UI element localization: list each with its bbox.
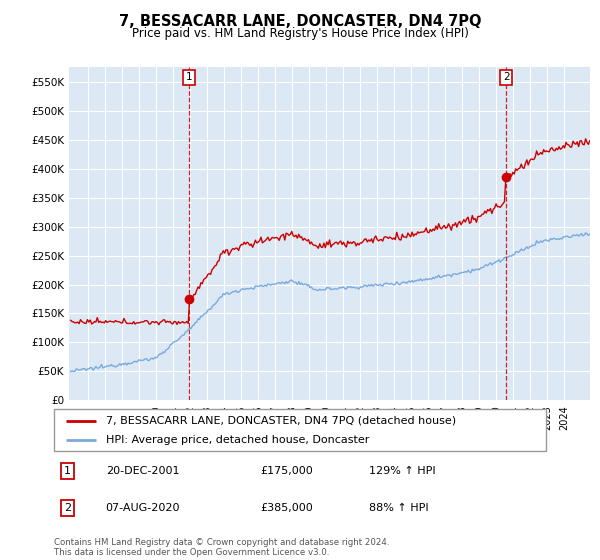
Text: 2: 2 <box>64 503 71 513</box>
Text: 1: 1 <box>186 72 193 82</box>
Text: £175,000: £175,000 <box>260 466 313 476</box>
Text: 7, BESSACARR LANE, DONCASTER, DN4 7PQ: 7, BESSACARR LANE, DONCASTER, DN4 7PQ <box>119 14 481 29</box>
Text: 2: 2 <box>503 72 509 82</box>
FancyBboxPatch shape <box>54 409 546 451</box>
Text: £385,000: £385,000 <box>260 503 313 513</box>
Text: 7, BESSACARR LANE, DONCASTER, DN4 7PQ (detached house): 7, BESSACARR LANE, DONCASTER, DN4 7PQ (d… <box>106 416 456 426</box>
Text: 07-AUG-2020: 07-AUG-2020 <box>106 503 180 513</box>
Text: Contains HM Land Registry data © Crown copyright and database right 2024.
This d: Contains HM Land Registry data © Crown c… <box>54 538 389 557</box>
Text: 1: 1 <box>64 466 71 476</box>
Text: Price paid vs. HM Land Registry's House Price Index (HPI): Price paid vs. HM Land Registry's House … <box>131 27 469 40</box>
Text: 88% ↑ HPI: 88% ↑ HPI <box>369 503 428 513</box>
Text: 20-DEC-2001: 20-DEC-2001 <box>106 466 179 476</box>
Text: HPI: Average price, detached house, Doncaster: HPI: Average price, detached house, Donc… <box>106 435 369 445</box>
Text: 129% ↑ HPI: 129% ↑ HPI <box>369 466 436 476</box>
